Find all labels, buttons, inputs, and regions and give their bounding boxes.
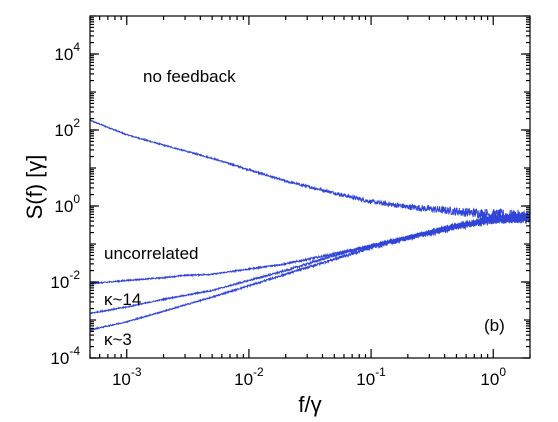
x-axis-label: f/γ [298,392,321,417]
x-tick-label: 10-3 [112,365,142,389]
annotation-kappa-3: κ~3 [104,330,132,349]
annotation-no-feedback: no feedback [143,67,236,86]
annotation-kappa-14: κ~14 [104,290,141,309]
panel-label: (b) [484,316,505,335]
x-tick-label: 100 [480,365,506,389]
y-tick-label: 10-2 [50,268,80,292]
series-line-3 [89,212,531,332]
annotation-uncorrelated: uncorrelated [104,244,199,263]
series-line-0 [89,119,531,224]
y-tick-label: 102 [54,116,80,140]
x-tick-label: 10-1 [356,365,386,389]
plot-frame [89,15,531,359]
series-layer [89,119,531,332]
x-tick-label: 10-2 [234,365,264,389]
y-axis-label: S(f) [γ] [22,155,47,220]
y-tick-label: 104 [54,40,80,64]
y-tick-label: 100 [54,192,80,216]
y-tick-label: 10-4 [50,344,80,368]
